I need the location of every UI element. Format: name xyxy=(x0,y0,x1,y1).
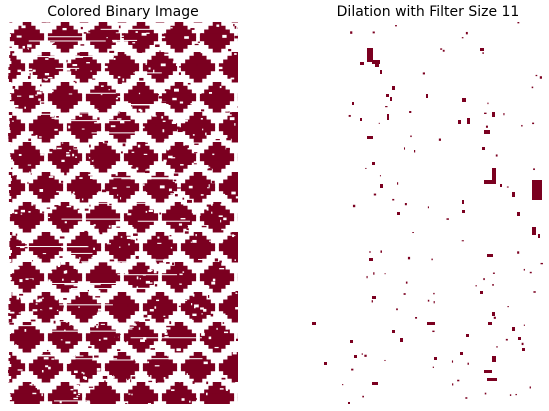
binary-pattern-image xyxy=(8,22,238,404)
binary-image-panel xyxy=(8,22,238,404)
dilation-result-image xyxy=(312,22,544,404)
dilation-image-panel xyxy=(312,22,544,404)
right-panel-title: Dilation with Filter Size 11 xyxy=(336,4,520,20)
left-panel-title: Colored Binary Image xyxy=(47,4,199,20)
